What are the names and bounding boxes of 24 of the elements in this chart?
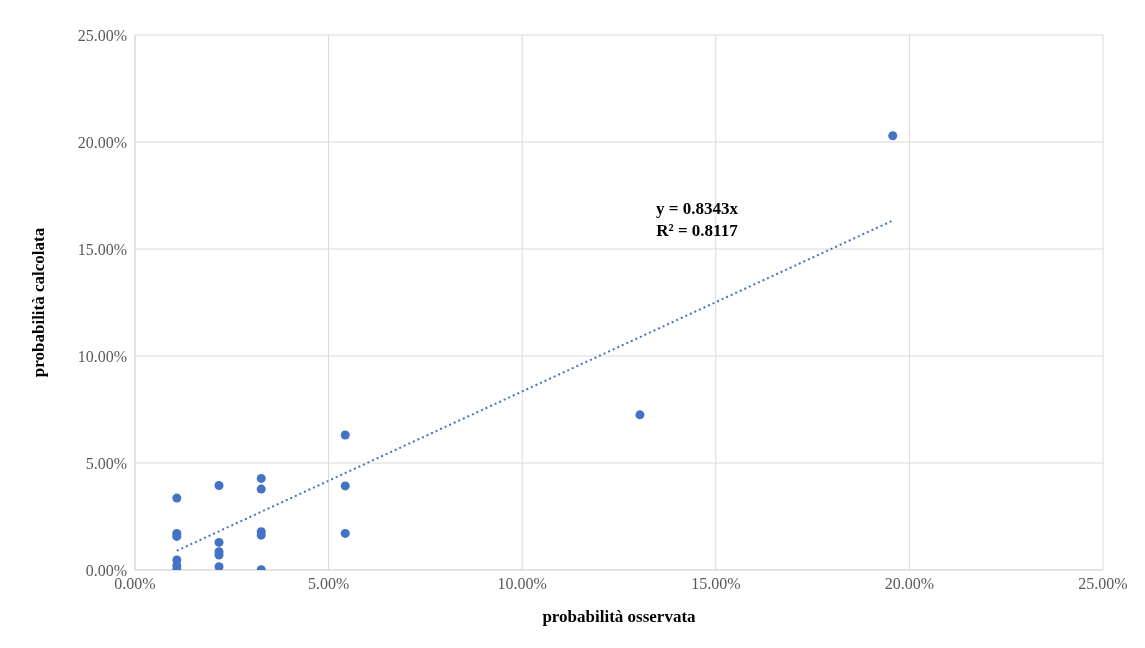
point [256,473,266,483]
point [888,131,898,141]
y-tick-label: 5.00% [85,454,127,472]
point [256,484,266,494]
point [172,493,182,503]
x-tick-label: 20.00% [884,575,935,593]
point [214,562,224,570]
y-tick-label: 10.00% [77,347,127,365]
x-tick-label: 5.00% [307,575,350,593]
x-tick-label: 10.00% [497,575,547,593]
point [214,480,224,490]
x-axis-title: probabilità osservata [542,607,697,626]
point [635,410,645,420]
point [340,481,350,491]
y-tick-label: 20.00% [77,133,127,151]
y-axis-title: probabilità calcolata [29,227,49,378]
point [340,528,350,538]
y-tick-label: 15.00% [77,240,127,258]
annotation: y = 0.8343x R² = 0.8117 [655,198,739,242]
x-tick-label: 15.00% [691,575,741,593]
y-tick-label: 25.00% [77,26,127,44]
point [214,537,224,547]
x-tick-label: 25.00% [1078,575,1128,593]
point [340,430,350,440]
